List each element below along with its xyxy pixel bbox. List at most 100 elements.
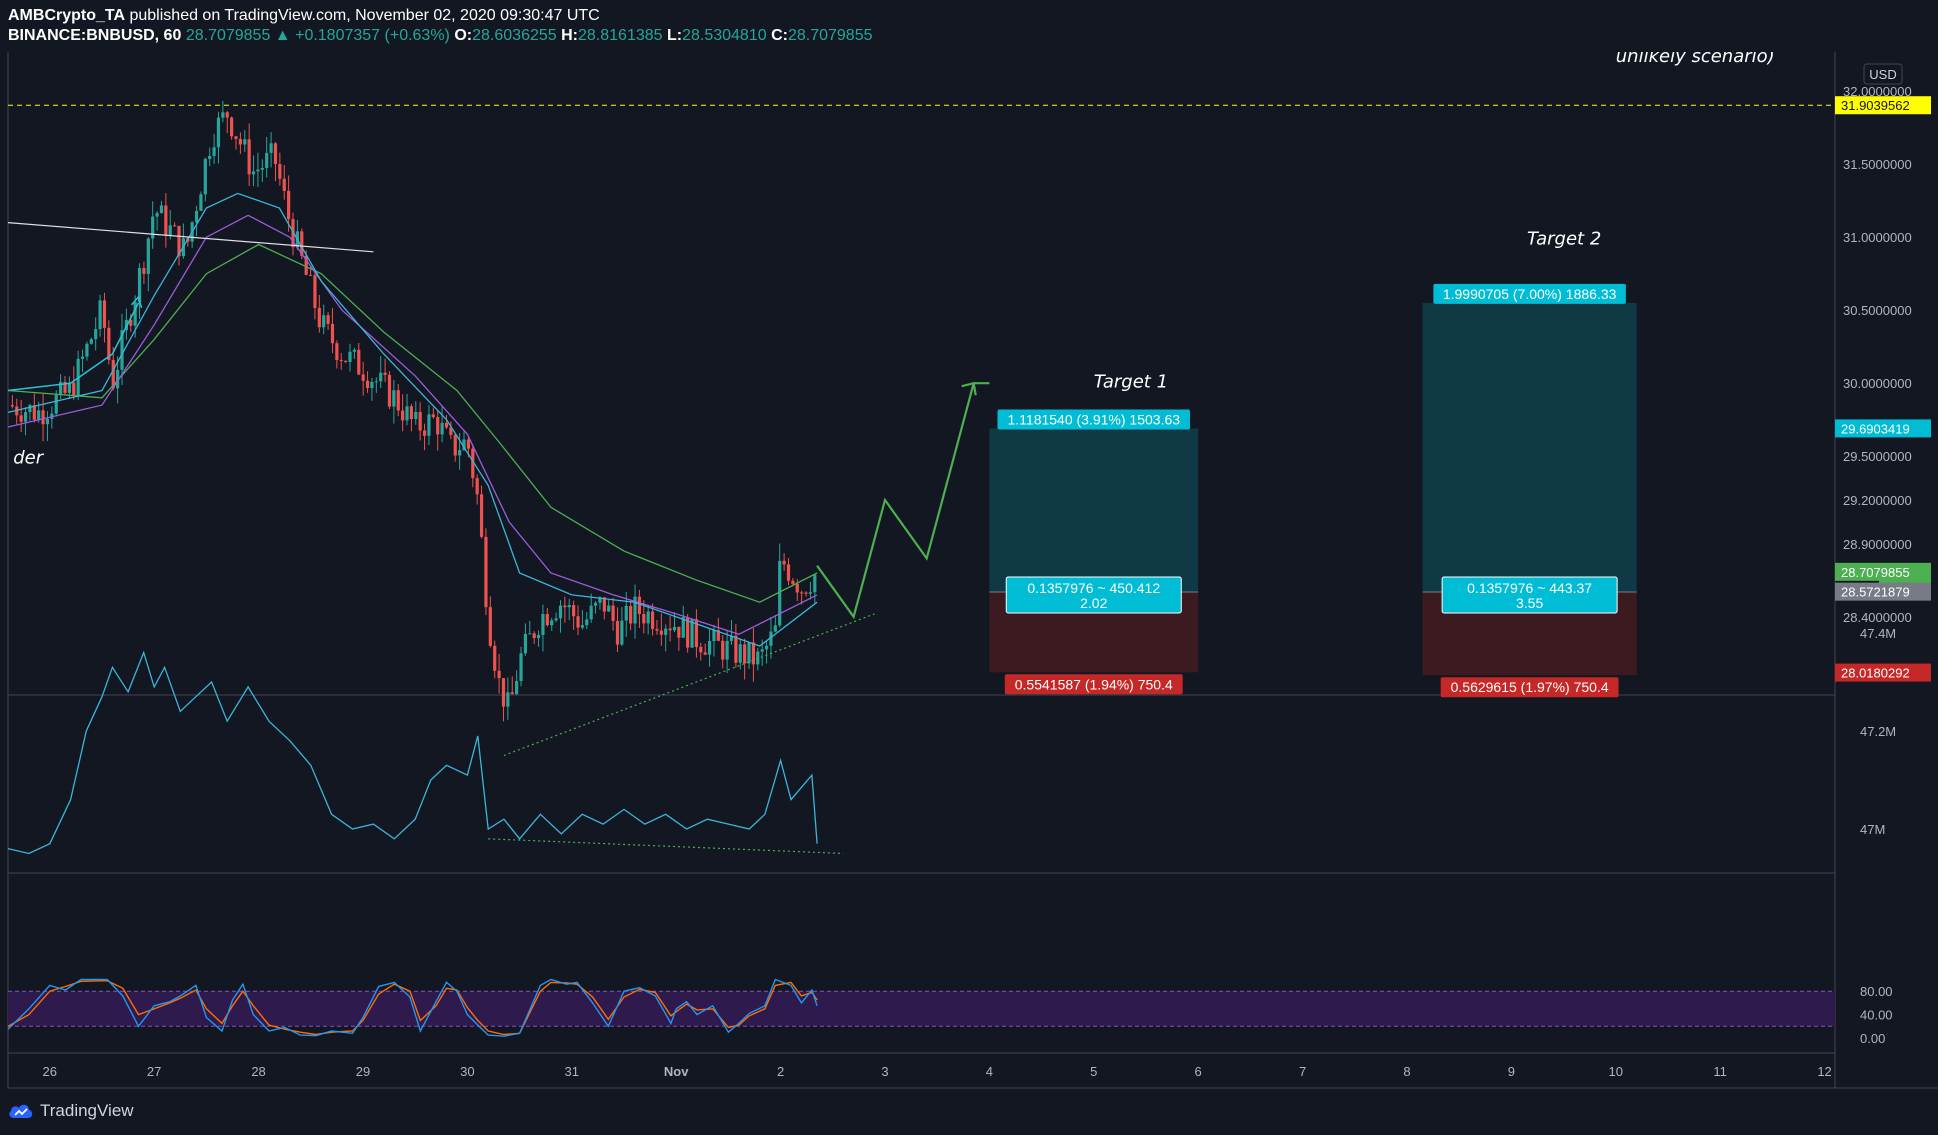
candle-body bbox=[401, 410, 405, 421]
symbol-label[interactable]: BINANCE:BNBUSD, 60 bbox=[8, 27, 182, 44]
candle-body bbox=[536, 634, 541, 639]
candle-body bbox=[238, 139, 242, 145]
candle-body bbox=[304, 255, 308, 275]
curve-arrowhead-icon bbox=[130, 295, 143, 309]
candle-body bbox=[743, 644, 747, 664]
time-axis-tick: 10 bbox=[1609, 1064, 1623, 1079]
candle-body bbox=[41, 410, 45, 425]
candle-body bbox=[545, 614, 549, 626]
candle-body bbox=[352, 349, 356, 352]
candle-body bbox=[10, 405, 14, 407]
candle-body bbox=[475, 478, 479, 495]
white-trend-line bbox=[7, 222, 374, 253]
candle-body bbox=[265, 152, 269, 168]
header-line-1: AMBCrypto_TA published on TradingView.co… bbox=[8, 6, 1908, 26]
position-entry-label-1: 0.1357976 ~ 450.412 bbox=[1027, 580, 1160, 596]
candle-body bbox=[317, 307, 321, 328]
candle-body bbox=[449, 427, 453, 435]
candle-body bbox=[510, 692, 514, 695]
candle-body bbox=[598, 597, 602, 603]
position-target-zone bbox=[989, 428, 1199, 592]
candle-body bbox=[431, 414, 435, 418]
candle-body bbox=[690, 619, 694, 648]
candle-body bbox=[646, 611, 650, 624]
candle-body bbox=[37, 410, 41, 420]
candle-body bbox=[230, 117, 234, 137]
candle-body bbox=[348, 351, 352, 362]
candle-body bbox=[519, 653, 523, 682]
candle-body bbox=[747, 642, 751, 664]
tradingview-logo[interactable]: TradingView bbox=[8, 1101, 134, 1121]
candle-body bbox=[59, 381, 63, 396]
position-stop-tag bbox=[1440, 677, 1619, 698]
cyan-curve-arrow bbox=[7, 302, 140, 392]
candle-body bbox=[427, 414, 431, 436]
open-label: O: bbox=[454, 27, 473, 44]
stoch-band bbox=[8, 991, 1835, 1027]
candle-body bbox=[151, 216, 155, 239]
candle-body bbox=[269, 143, 273, 153]
candle-body bbox=[528, 633, 532, 635]
candle-body bbox=[155, 213, 159, 217]
candle-body bbox=[694, 619, 699, 648]
candle-body bbox=[129, 319, 133, 326]
candle-body bbox=[199, 194, 203, 211]
candle-body bbox=[497, 670, 501, 679]
candle-body bbox=[234, 136, 238, 140]
chart-annotation-text: der bbox=[13, 448, 45, 469]
candle-body bbox=[734, 635, 738, 663]
candle-body bbox=[813, 574, 817, 593]
candle-body bbox=[712, 630, 716, 642]
price-axis-tag bbox=[1835, 562, 1931, 581]
candle-body bbox=[773, 625, 777, 632]
author-name[interactable]: AMBCrypto_TA bbox=[8, 7, 126, 24]
candle-body bbox=[173, 225, 177, 227]
candle-body bbox=[760, 649, 764, 652]
candle-body bbox=[247, 139, 251, 175]
candle-body bbox=[541, 614, 545, 635]
price-axis-tick: 31.5000000 bbox=[1843, 157, 1912, 172]
candle-body bbox=[221, 112, 225, 118]
candle-body bbox=[212, 147, 216, 156]
candle-body bbox=[567, 604, 571, 608]
candle-body bbox=[620, 620, 624, 645]
candle-body bbox=[444, 422, 449, 428]
position-target-label: 1.1181540 (3.91%) 1503.63 bbox=[1007, 411, 1180, 427]
time-axis-tick: 4 bbox=[986, 1064, 993, 1079]
low-value: 28.5304810 bbox=[682, 27, 767, 44]
time-axis-tick: 3 bbox=[881, 1064, 888, 1079]
candles-group bbox=[10, 101, 817, 722]
candle-body bbox=[23, 412, 28, 422]
price-axis-tag-label: 28.0180292 bbox=[1841, 666, 1910, 681]
candle-body bbox=[462, 439, 466, 451]
time-axis-tick: 29 bbox=[356, 1064, 370, 1079]
time-axis-tick: 12 bbox=[1817, 1064, 1831, 1079]
candle-body bbox=[370, 381, 374, 389]
candle-body bbox=[159, 205, 164, 214]
candle-body bbox=[164, 205, 168, 236]
candle-body bbox=[308, 274, 313, 276]
price-axis-tag bbox=[1835, 663, 1931, 682]
candle-body bbox=[339, 360, 343, 362]
candle-body bbox=[554, 618, 558, 621]
candle-body bbox=[624, 605, 628, 621]
candle-body bbox=[791, 580, 795, 584]
ema-slow-line bbox=[7, 243, 818, 603]
candle-body bbox=[282, 178, 286, 191]
candle-body bbox=[120, 330, 124, 370]
candle-body bbox=[716, 630, 720, 641]
candle-body bbox=[633, 596, 637, 624]
candle-body bbox=[642, 614, 646, 624]
position-entry-tag bbox=[1005, 576, 1182, 614]
open-value: 28.6036255 bbox=[472, 27, 557, 44]
candle-body bbox=[361, 374, 365, 381]
candle-body bbox=[782, 560, 786, 565]
candle-body bbox=[607, 605, 611, 612]
position-entry-label-2: 2.02 bbox=[1080, 595, 1107, 611]
candle-body bbox=[523, 633, 528, 654]
candle-body bbox=[515, 681, 519, 695]
candle-body bbox=[615, 620, 620, 645]
candle-body bbox=[278, 164, 282, 179]
